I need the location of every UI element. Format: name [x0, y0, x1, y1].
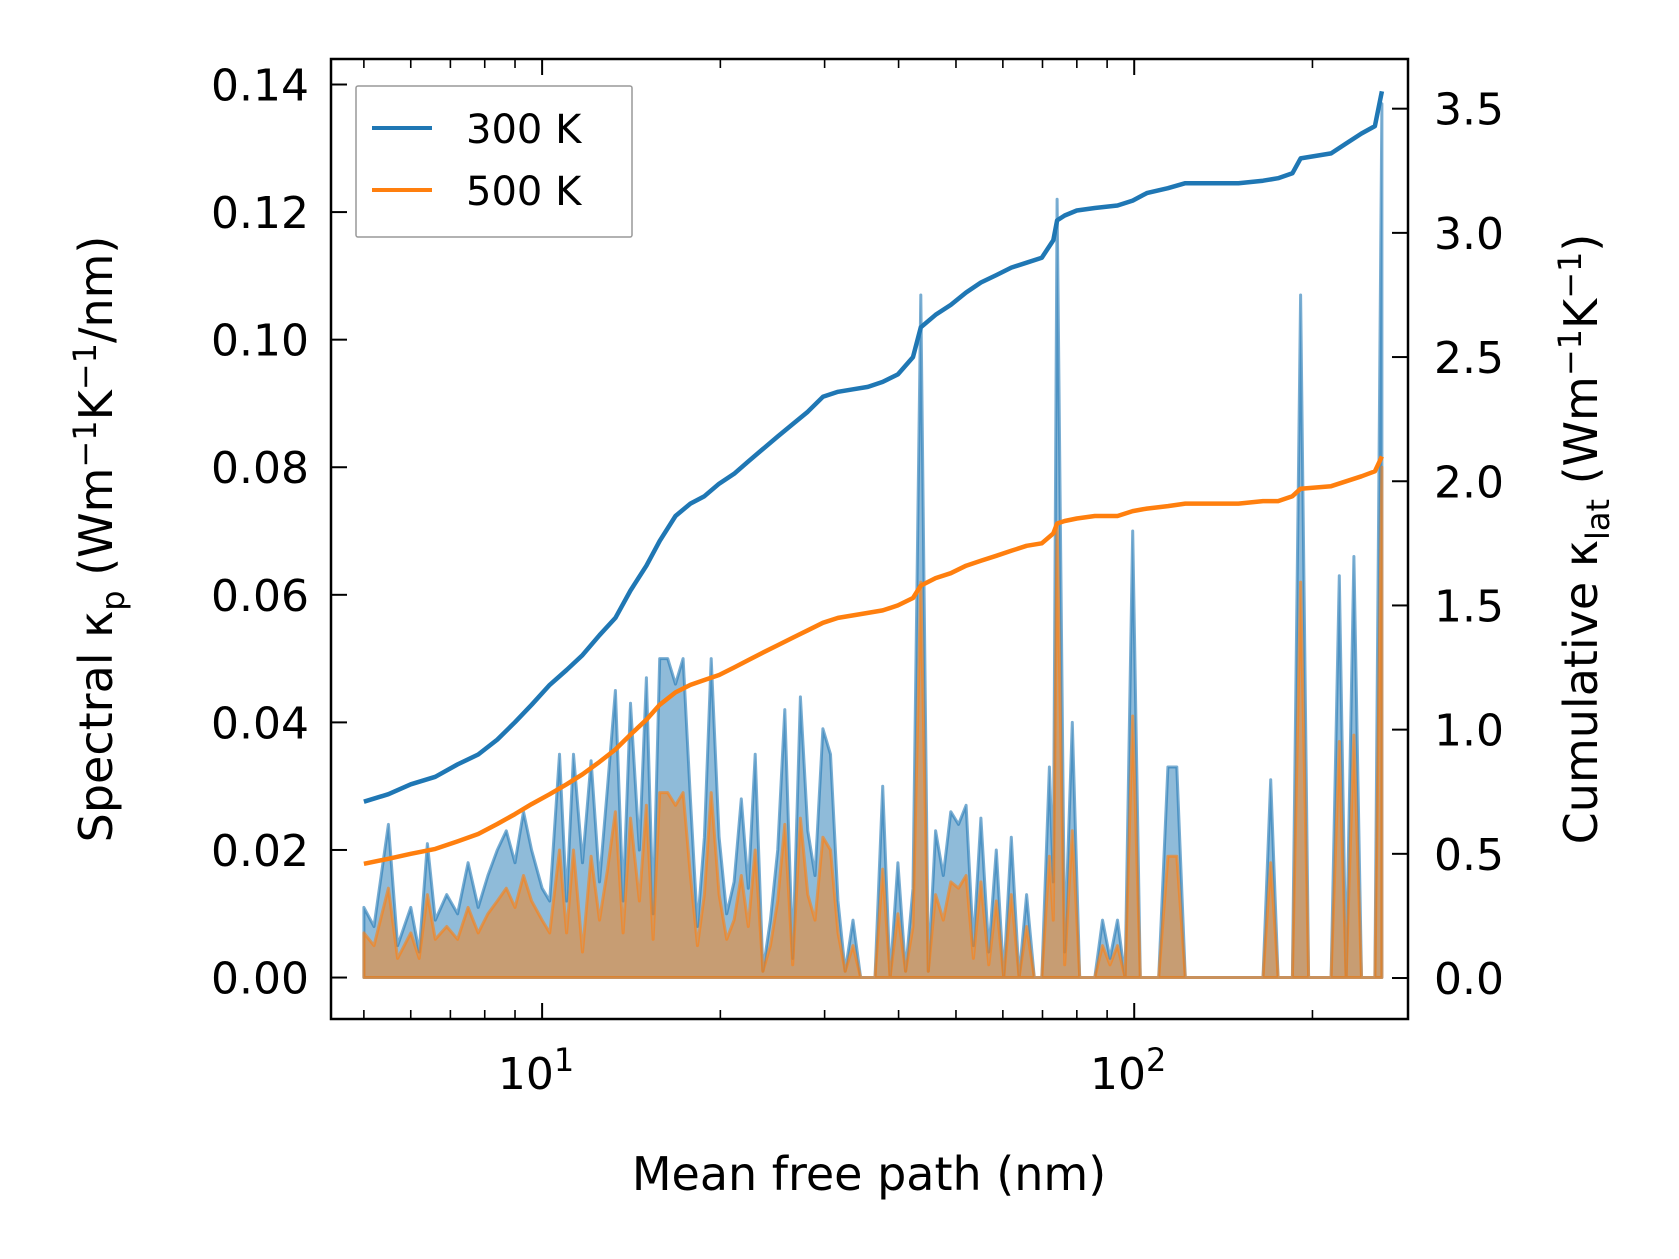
x-tick-label-base: 10	[1090, 1049, 1146, 1100]
right-y-tick-label: 3.0	[1434, 209, 1504, 260]
legend-label-500k: 500 K	[466, 169, 583, 215]
right-y-tick-label: 1.5	[1434, 581, 1504, 632]
x-axis-label: Mean free path (nm)	[632, 1147, 1106, 1201]
plot-frame	[329, 57, 1410, 1021]
left-y-tick-label: 0.00	[211, 954, 309, 1005]
cumulative-line-500k	[363, 455, 1384, 867]
right-y-tick-label: 0.0	[1434, 954, 1504, 1005]
left-y-tick-label: 0.12	[211, 188, 309, 239]
right-y-tick-label: 2.0	[1434, 457, 1504, 508]
legend: 300 K 500 K	[355, 85, 633, 238]
right-y-label-unit-c: )	[1554, 234, 1608, 252]
left-y-tick-label: 0.10	[211, 316, 309, 367]
left-y-label-sup-b: −1	[66, 343, 104, 390]
spectral-area-layer	[362, 102, 1384, 979]
left-y-label-sub: p	[94, 590, 132, 610]
left-y-label-unit-b: K	[69, 388, 123, 420]
left-y-axis-label: Spectral κp (Wm−1K−1/nm)	[66, 236, 132, 843]
cumulative-line-layer	[363, 90, 1385, 867]
axes-layer: 0.00 0.02 0.04 0.06 0.08 0.10 0.12 0.14 0.0 0.5 1.…	[211, 59, 1504, 1100]
right-y-tick-label: 2.5	[1434, 333, 1504, 384]
spectral-area-500k	[362, 465, 1384, 979]
x-tick-label-exponent: 2	[1146, 1041, 1166, 1079]
left-y-label-unit-c: /nm)	[69, 236, 123, 343]
right-y-label-sub: lat	[1579, 499, 1617, 540]
right-y-label-sup-b: −1	[1551, 252, 1589, 299]
left-y-label-sup-a: −1	[66, 420, 104, 467]
right-y-label-text: Cumulative κ	[1554, 540, 1608, 844]
right-y-tick-label: 3.5	[1434, 85, 1504, 136]
cumulative-line-300k	[363, 90, 1385, 804]
left-y-label-unit-a: (Wm	[69, 468, 123, 591]
legend-label-300k: 300 K	[466, 107, 583, 153]
x-tick-label-base: 10	[498, 1049, 554, 1100]
right-y-label-unit-b: K	[1554, 297, 1608, 329]
right-y-label-unit-a: (Wm	[1554, 376, 1608, 499]
legend-frame	[355, 85, 633, 238]
left-y-tick-label: 0.02	[211, 826, 309, 877]
right-y-axis-label: Cumulative κlat (Wm−1K−1)	[1551, 234, 1617, 845]
left-y-tick-label: 0.04	[211, 698, 309, 749]
left-y-tick-label: 0.06	[211, 571, 309, 622]
right-y-tick-label: 0.5	[1434, 830, 1504, 881]
left-y-tick-label: 0.08	[211, 443, 309, 494]
left-y-tick-label: 0.14	[211, 61, 309, 112]
left-y-label-text: Spectral κ	[69, 611, 123, 843]
x-tick-label: 102	[1090, 1041, 1166, 1100]
x-tick-label-exponent: 1	[554, 1041, 574, 1079]
right-y-tick-label: 1.0	[1434, 706, 1504, 757]
x-tick-label: 101	[498, 1041, 574, 1100]
right-y-label-sup-a: −1	[1551, 329, 1589, 376]
